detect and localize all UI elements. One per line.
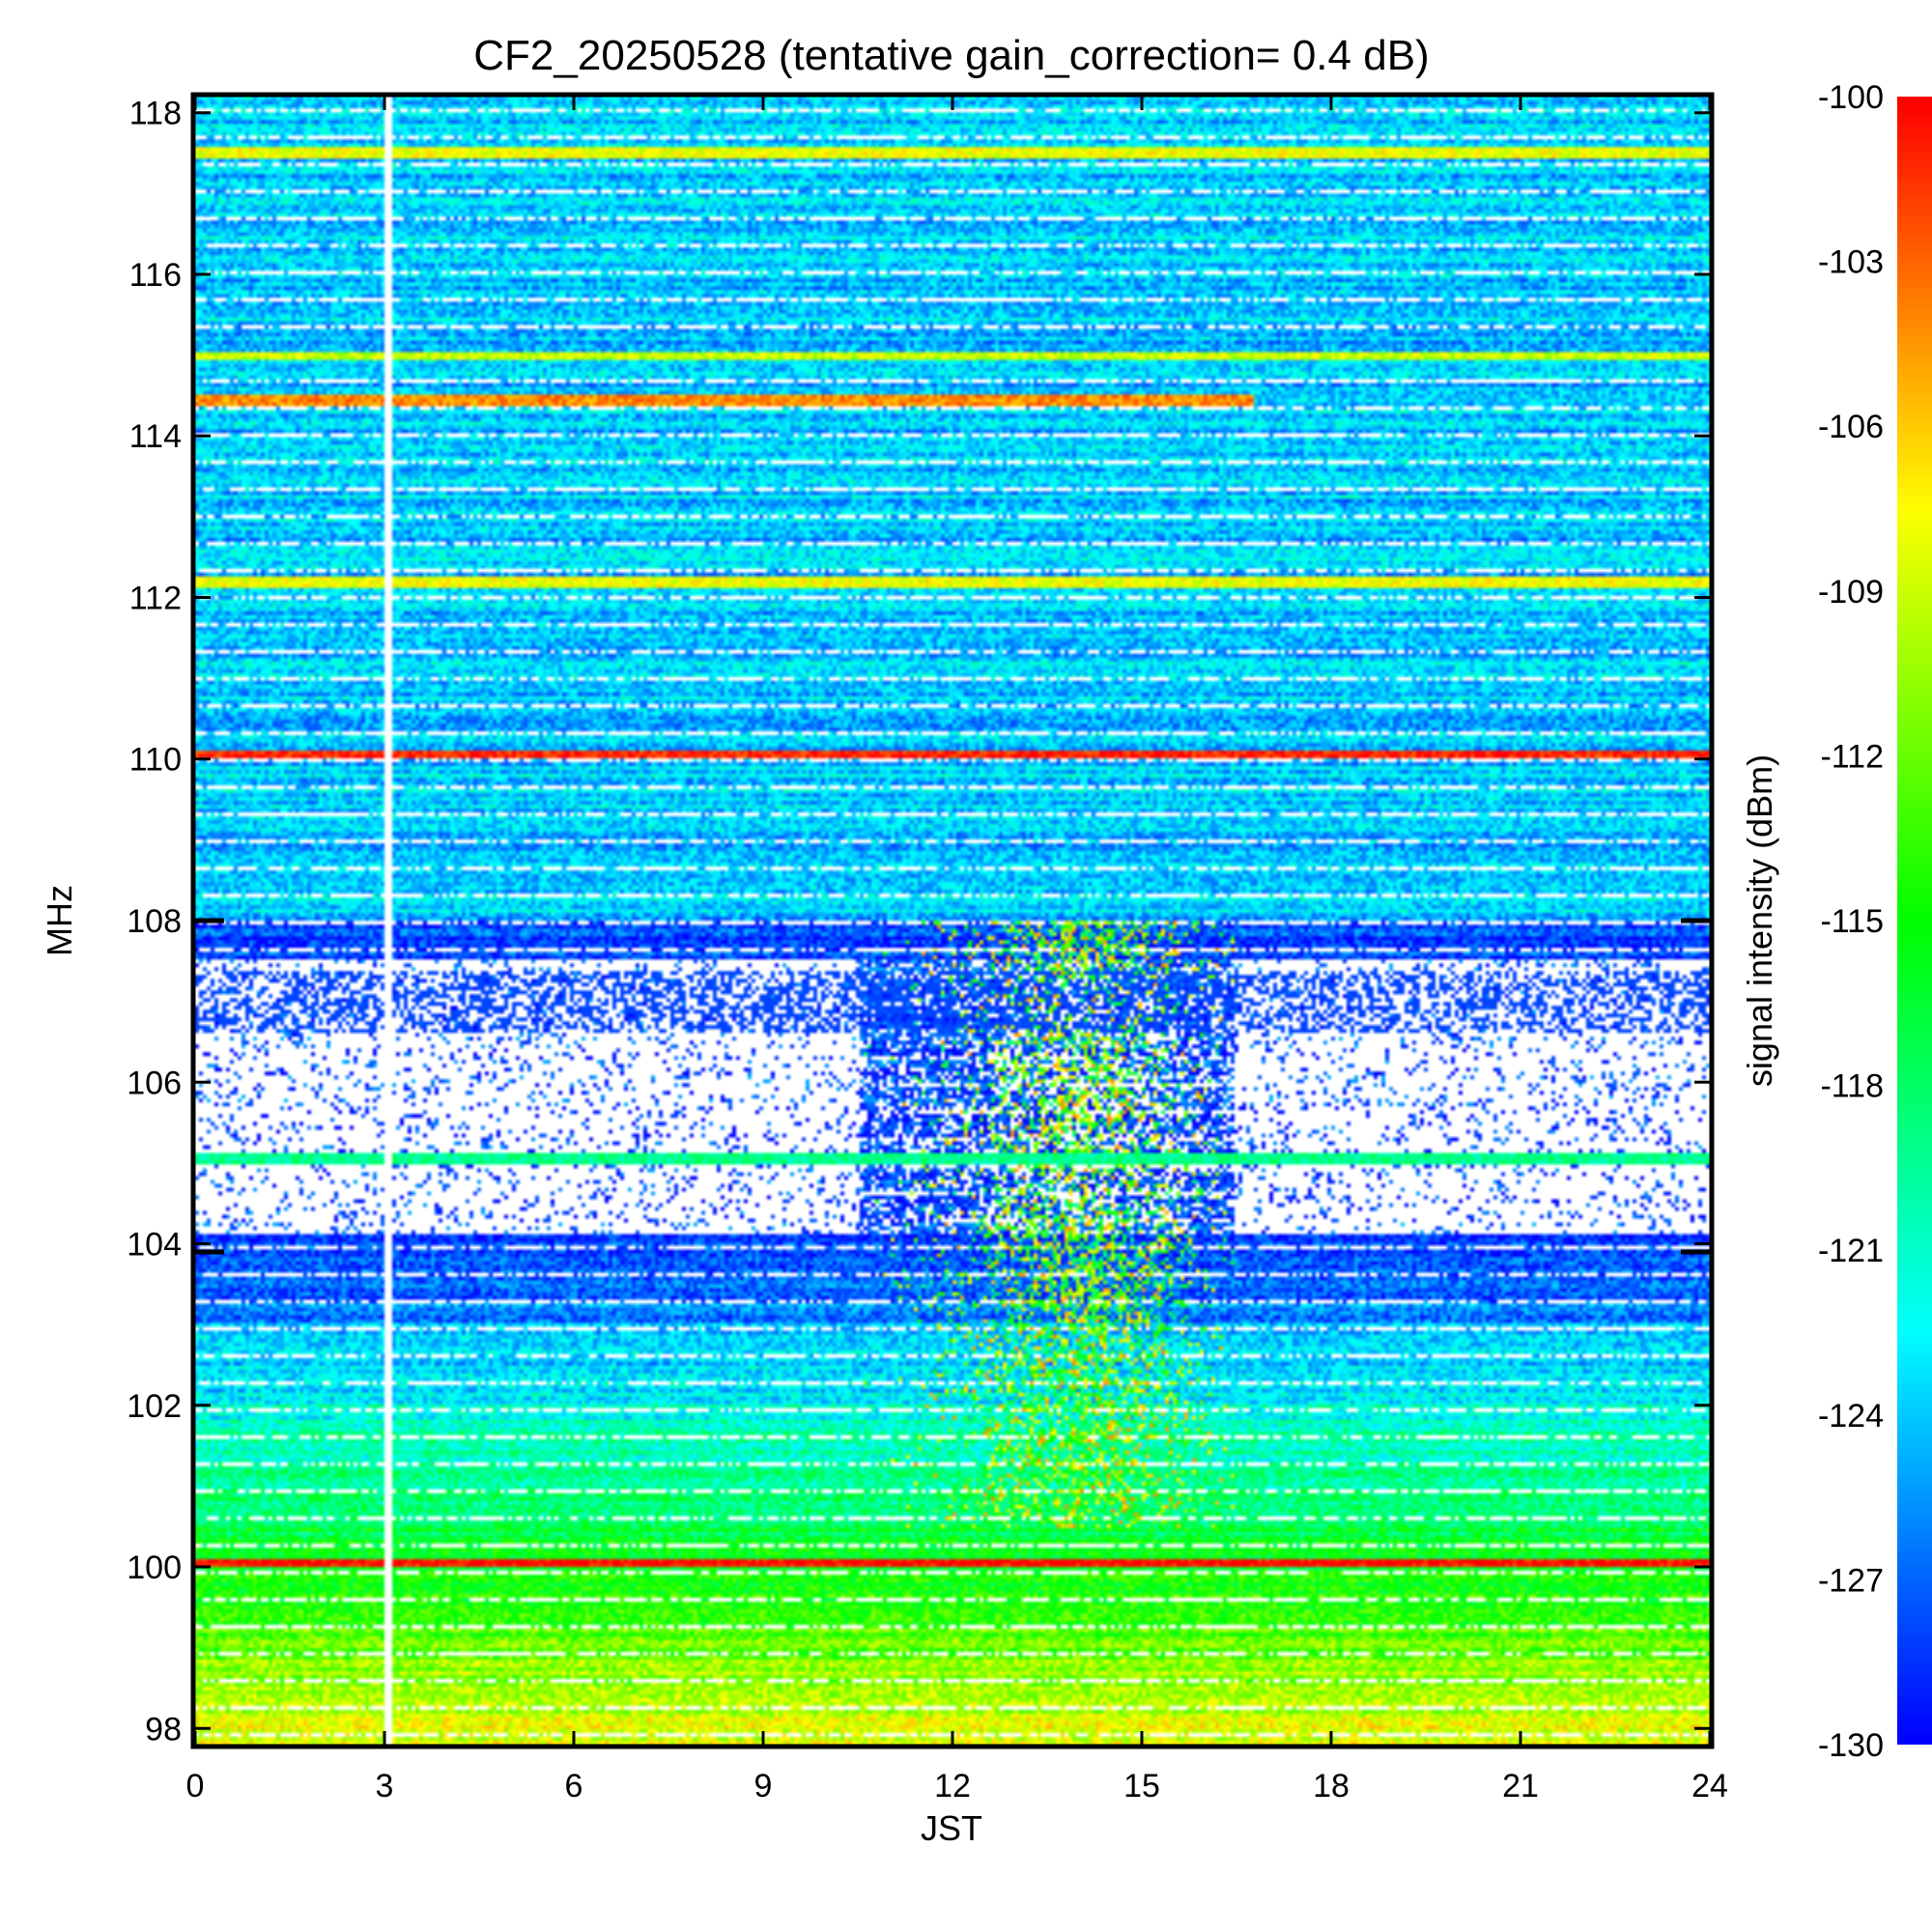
y-tick-label: 118 [129, 96, 182, 132]
colorbar-tick-label: -130 [1818, 1727, 1884, 1764]
x-tick-label: 12 [934, 1768, 971, 1804]
colorbar [1897, 97, 1932, 1745]
colorbar-tick-label: -106 [1818, 409, 1884, 445]
y-axis-ticks: 98 100 102 104 106 108 110 112 114 116 118 [127, 96, 1712, 1747]
y-tick-label: 116 [129, 257, 182, 294]
colorbar-tick-label: -103 [1818, 244, 1884, 281]
colorbar-tick-label: -115 [1820, 903, 1884, 940]
y-tick-label: 100 [127, 1549, 182, 1586]
y-tick-label: 102 [127, 1388, 182, 1425]
colorbar-label: signal intensity (dBm) [1740, 754, 1779, 1087]
chart-title: CF2_20250528 (tentative gain_correction=… [473, 32, 1429, 79]
x-tick-label: 18 [1313, 1768, 1350, 1804]
x-tick-label: 0 [186, 1768, 205, 1804]
x-axis-label: JST [921, 1808, 982, 1848]
colorbar-tick-label: -100 [1818, 79, 1884, 116]
y-tick-label: 104 [127, 1227, 182, 1264]
y-tick-label: 106 [127, 1065, 182, 1101]
colorbar-tick-label: -121 [1818, 1233, 1884, 1269]
x-tick-label: 24 [1691, 1768, 1728, 1804]
y-tick-label: 108 [127, 903, 182, 940]
y-tick-label: 98 [145, 1711, 182, 1747]
colorbar-tick-label: -109 [1818, 574, 1884, 611]
y-tick-label: 112 [129, 580, 182, 616]
colorbar-tick-label: -118 [1820, 1068, 1884, 1105]
x-axis-ticks: 0 3 6 9 12 15 18 21 24 [186, 95, 1728, 1804]
x-tick-label: 3 [376, 1768, 394, 1804]
colorbar-tick-label: -127 [1818, 1562, 1884, 1599]
x-tick-label: 15 [1123, 1768, 1160, 1804]
spectrogram-heatmap [195, 97, 1710, 1745]
x-tick-label: 9 [754, 1768, 773, 1804]
y-tick-label: 114 [129, 418, 182, 455]
x-tick-label: 21 [1502, 1768, 1539, 1804]
y-axis-label: MHz [40, 885, 79, 956]
colorbar-tick-label: -124 [1818, 1398, 1884, 1435]
colorbar-ticks: -100 -103 -106 -109 -112 -115 -118 -121 -124 -127… [1818, 79, 1884, 1764]
x-tick-label: 6 [565, 1768, 583, 1804]
y-tick-label: 110 [129, 742, 182, 779]
plot-frame [190, 92, 1715, 1749]
colorbar-tick-label: -112 [1820, 738, 1884, 775]
